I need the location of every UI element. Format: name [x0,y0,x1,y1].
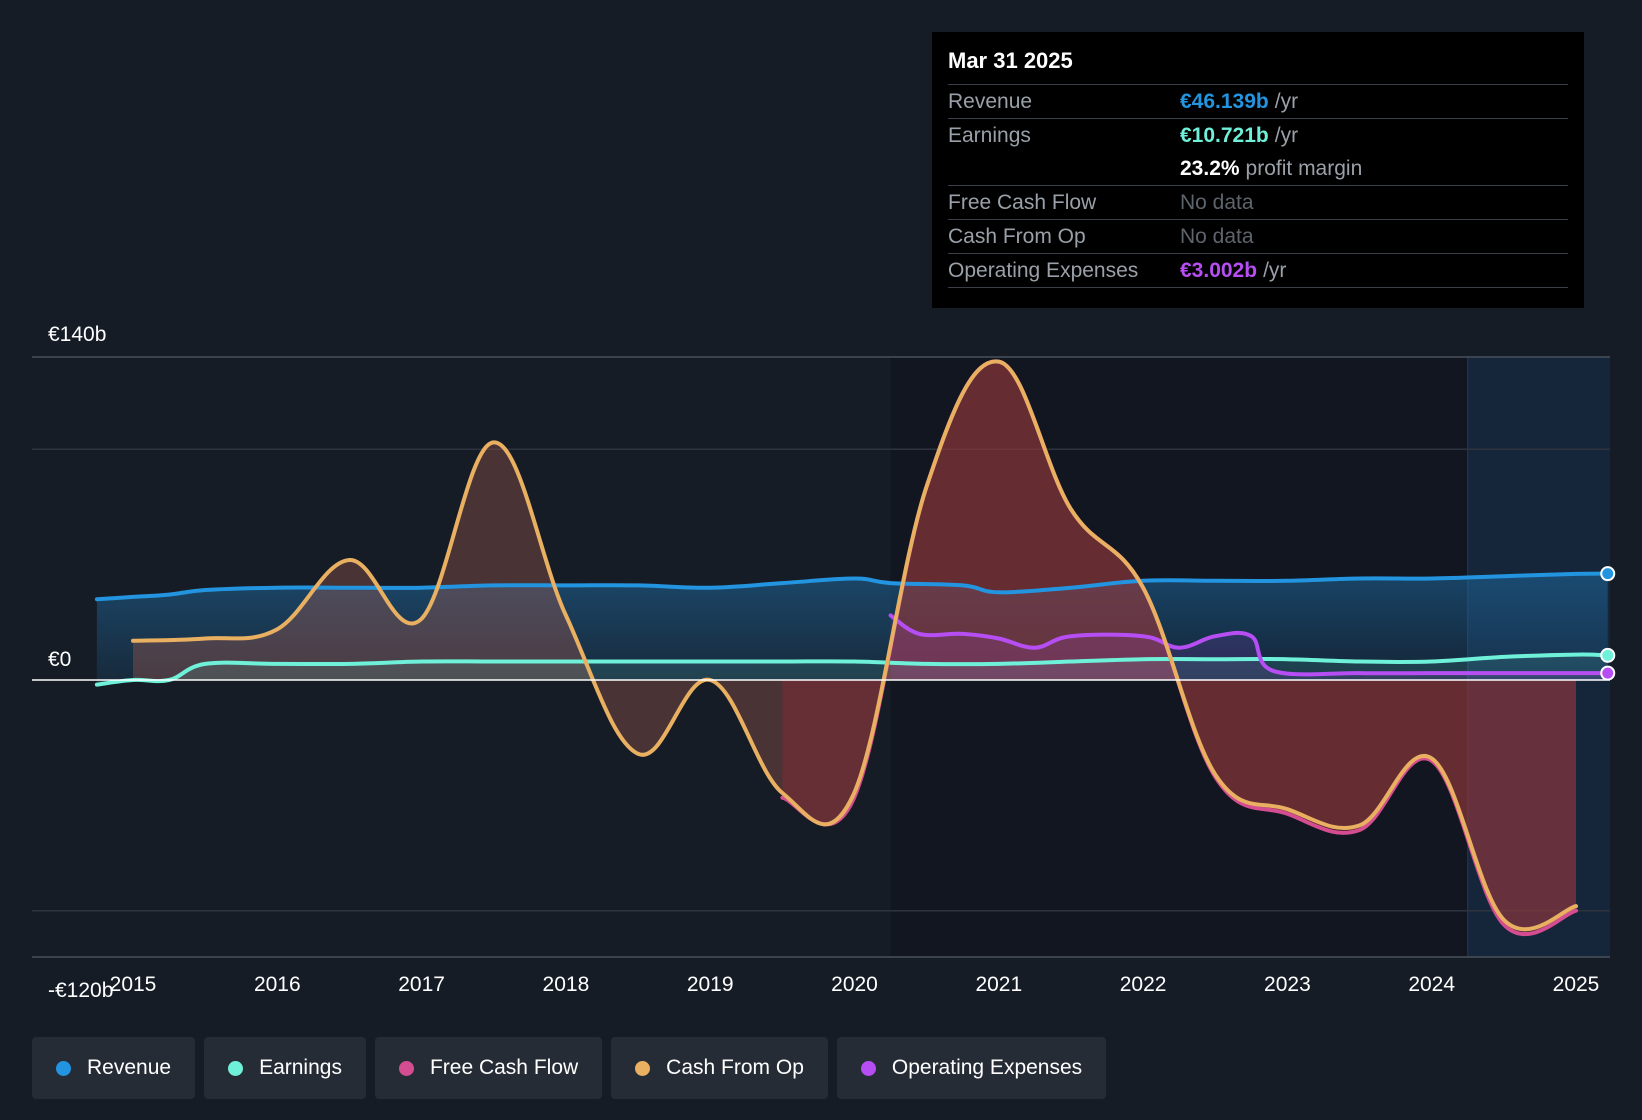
x-tick-label: 2024 [1408,973,1455,996]
tooltip-unit: profit margin [1245,157,1363,180]
legend-label: Earnings [259,1056,342,1079]
legend-label: Revenue [87,1056,172,1079]
tooltip-value: No data [1180,225,1254,248]
tooltip: Mar 31 2025 Revenue €46.139b /yr Earning… [932,32,1584,308]
tooltip-value: No data [1180,191,1254,214]
y-tick-label: -€120b [48,979,113,1002]
gridlines [32,356,1610,958]
revenue-end-marker [1600,566,1616,582]
tooltip-label [948,152,1180,185]
legend: Revenue Earnings Free Cash Flow Cash Fro… [32,1037,1107,1099]
x-tick-label: 2015 [110,973,157,996]
legend-label: Operating Expenses [891,1056,1083,1079]
x-tick-label: 2022 [1120,973,1167,996]
legend-item-operating-expenses[interactable]: Operating Expenses [836,1037,1107,1099]
cash-from-op-line [131,359,1578,932]
tooltip-unit: /yr [1263,259,1287,282]
y-tick-label: €0 [48,648,71,671]
revenue-area [96,573,1608,680]
tooltip-unit: /yr [1274,90,1299,113]
x-tick-label: 2023 [1264,973,1311,996]
legend-item-cash-from-op[interactable]: Cash From Op [611,1037,828,1099]
tooltip-row-earnings: Earnings €10.721b /yr [948,119,1568,152]
x-tick-label: 2018 [543,973,590,996]
x-tick-label: 2016 [254,973,301,996]
tooltip-unit: /yr [1274,124,1299,147]
cash-from-op-area [133,361,1576,930]
legend-item-free-cash-flow[interactable]: Free Cash Flow [374,1037,603,1099]
legend-dot-icon [860,1060,876,1076]
tooltip-label: Revenue [948,90,1033,113]
x-tick-label: 2020 [831,973,878,996]
tooltip-row-free-cash-flow: Free Cash Flow No data [948,186,1568,220]
legend-label: Cash From Op [666,1056,804,1079]
tooltip-label: Free Cash Flow [948,191,1097,214]
free-cash-flow-area [782,361,1576,935]
x-tick-label: 2019 [687,973,734,996]
tooltip-label: Operating Expenses [948,259,1139,282]
legend-dot-icon [635,1060,651,1076]
earnings-end-marker [1600,647,1616,663]
series-fills [96,361,1608,935]
tooltip-label: Cash From Op [948,225,1086,248]
operating-expenses-area [890,615,1608,680]
tooltip-value: 23.2% [1180,157,1240,180]
tooltip-row-profit-margin: 23.2% profit margin [948,152,1568,186]
y-tick-label: €140b [48,323,106,346]
x-tick-label: 2025 [1553,973,1600,996]
legend-dot-icon [398,1060,414,1076]
earnings-line [94,652,1610,687]
tooltip-date: Mar 31 2025 [948,46,1568,85]
tooltip-label: Earnings [948,124,1031,147]
series-lines [94,359,1616,937]
x-tick-label: 2021 [975,973,1022,996]
revenue-line [94,571,1610,602]
x-tick-label: 2017 [398,973,445,996]
legend-label: Free Cash Flow [429,1056,579,1079]
legend-dot-icon [56,1060,71,1076]
legend-item-earnings[interactable]: Earnings [204,1037,366,1099]
operating-expenses-line [888,613,1610,677]
operating-expenses-end-marker [1600,665,1616,681]
legend-dot-icon [228,1060,244,1076]
tooltip-row-revenue: Revenue €46.139b /yr [948,85,1568,119]
legend-item-revenue[interactable]: Revenue [32,1037,196,1099]
tooltip-value: €46.139b [1180,90,1269,113]
tooltip-row-cash-from-op: Cash From Op No data [948,220,1568,254]
tooltip-value: €10.721b [1180,124,1269,147]
tooltip-value: €3.002b [1180,259,1258,282]
tooltip-row-operating-expenses: Operating Expenses €3.002b /yr [948,254,1568,288]
